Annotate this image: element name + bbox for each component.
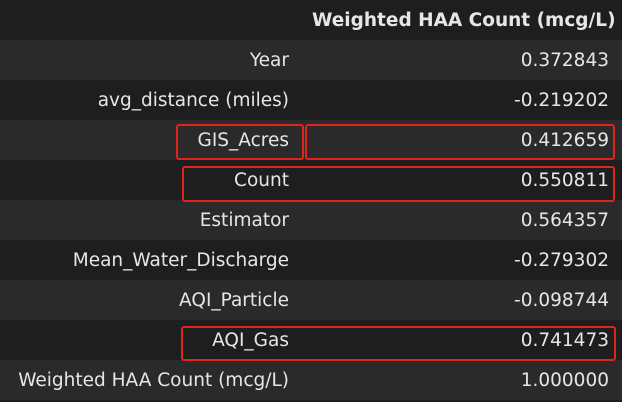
row-label: AQI_Gas <box>212 329 289 351</box>
index-header <box>0 0 300 40</box>
row-value: 0.550811 <box>520 169 609 191</box>
table-row: Mean_Water_Discharge -0.279302 <box>0 240 622 280</box>
table-row: avg_distance (miles) -0.219202 <box>0 80 622 120</box>
row-label: avg_distance (miles) <box>97 89 289 111</box>
table-row: Estimator 0.564357 <box>0 200 622 240</box>
table-header-row: Weighted HAA Count (mcg/L) <box>0 0 622 40</box>
row-value: 0.412659 <box>520 129 609 151</box>
row-value: 0.741473 <box>520 329 609 351</box>
table-row: AQI_Particle -0.098744 <box>0 280 622 320</box>
table-row: AQI_Gas 0.741473 <box>0 320 622 360</box>
table-row: Year 0.372843 <box>0 40 622 80</box>
table-row: Count 0.550811 <box>0 160 622 200</box>
row-label: Count <box>234 169 289 191</box>
row-label: GIS_Acres <box>197 129 289 151</box>
table-row: Weighted HAA Count (mcg/L) 1.000000 <box>0 360 622 400</box>
row-label: AQI_Particle <box>179 289 289 311</box>
table-row: GIS_Acres 0.412659 <box>0 120 622 160</box>
row-value: 0.564357 <box>520 209 609 231</box>
row-label: Mean_Water_Discharge <box>72 249 289 271</box>
row-value: 0.372843 <box>520 49 609 71</box>
row-value: -0.279302 <box>514 249 609 271</box>
row-value: -0.098744 <box>514 289 609 311</box>
row-label: Estimator <box>199 209 289 231</box>
row-label: Weighted HAA Count (mcg/L) <box>18 369 289 391</box>
row-value: -0.219202 <box>514 89 609 111</box>
row-value: 1.000000 <box>520 369 609 391</box>
row-label: Year <box>249 49 289 71</box>
column-header: Weighted HAA Count (mcg/L) <box>300 0 622 40</box>
